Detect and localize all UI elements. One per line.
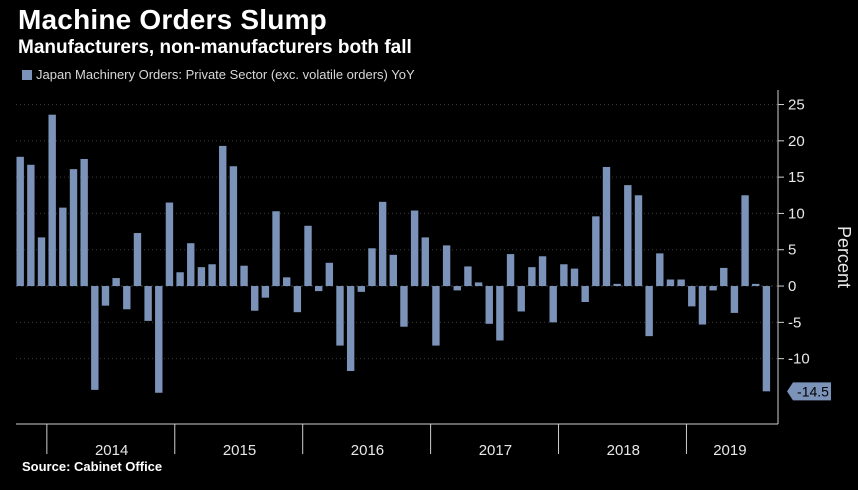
y-tick-label: 5 (788, 242, 796, 259)
bar (80, 158, 88, 287)
y-tick-label: 25 (788, 97, 805, 114)
bar (560, 264, 568, 287)
y-tick-label: 20 (788, 133, 805, 150)
legend-label: Japan Machinery Orders: Private Sector (… (36, 67, 415, 82)
chart-title: Machine Orders Slump (18, 4, 327, 35)
bar (400, 286, 408, 327)
bar (368, 248, 376, 287)
bar (602, 166, 611, 287)
bar (485, 286, 493, 324)
bar (27, 164, 35, 287)
bar (570, 268, 579, 287)
bar (677, 279, 685, 287)
y-tick-label: -10 (788, 351, 810, 368)
bar (251, 286, 259, 311)
y-tick-label: 0 (788, 278, 796, 295)
bar (101, 286, 110, 306)
bar (123, 286, 131, 310)
bar (37, 237, 46, 287)
x-tick-label: 2018 (607, 442, 640, 459)
bar (752, 283, 760, 287)
bar (208, 264, 216, 287)
bar (581, 286, 589, 303)
bar (314, 286, 323, 292)
x-tick-label: 2016 (351, 442, 384, 459)
bar (464, 266, 472, 287)
bar (112, 278, 120, 287)
bar (645, 286, 653, 337)
bar (69, 169, 78, 287)
bar (389, 254, 397, 287)
bar (336, 286, 344, 346)
y-tick-label: 10 (788, 205, 805, 222)
bar (144, 286, 152, 321)
bar (517, 286, 525, 312)
bar (474, 282, 483, 287)
source-note: Source: Cabinet Office (22, 459, 163, 474)
bar (197, 267, 206, 287)
y-tick-label: 15 (788, 169, 805, 186)
bar (506, 254, 515, 287)
bar (549, 286, 557, 323)
chart-subtitle: Manufacturers, non-manufacturers both fa… (18, 37, 412, 58)
bar (229, 166, 238, 287)
bar (219, 145, 227, 287)
bar (357, 286, 366, 292)
bar (187, 243, 195, 287)
bar (453, 286, 461, 291)
bar (59, 207, 67, 287)
bar (624, 185, 632, 287)
bar (496, 286, 504, 341)
bar (709, 286, 717, 291)
bar (293, 286, 302, 313)
bar (133, 233, 142, 287)
bar (165, 202, 174, 287)
last-value-callout (787, 382, 831, 401)
bar (346, 286, 355, 371)
bar (272, 211, 280, 287)
x-tick-label: 2019 (713, 442, 746, 459)
bar (261, 286, 270, 298)
bar (432, 286, 440, 346)
bar (762, 286, 771, 392)
bar (613, 283, 621, 287)
bar (538, 256, 547, 287)
bar (656, 253, 664, 287)
bar (155, 286, 163, 393)
bar (528, 267, 536, 287)
bar (240, 265, 248, 287)
bar (421, 237, 429, 287)
bar (688, 286, 696, 307)
bar (698, 286, 707, 325)
legend-swatch (22, 69, 32, 80)
last-value-label: -14.5 (797, 383, 829, 399)
bar (720, 267, 728, 287)
bar (283, 277, 291, 287)
x-tick-label: 2015 (223, 442, 256, 459)
x-tick-label: 2017 (479, 442, 512, 459)
y-tick-label: -5 (788, 314, 801, 331)
bar (442, 245, 451, 287)
x-tick-label: 2014 (95, 442, 128, 459)
legend: Japan Machinery Orders: Private Sector (… (22, 67, 415, 82)
bar (176, 272, 184, 287)
bar (634, 195, 643, 287)
bar (730, 286, 739, 313)
bar (16, 156, 24, 287)
bar (666, 279, 675, 287)
bar (410, 210, 419, 287)
bar (592, 216, 600, 287)
y-axis-title: Percent (834, 226, 854, 288)
bar (325, 262, 334, 287)
bar (48, 114, 56, 287)
bar (378, 201, 387, 287)
bar (741, 195, 749, 287)
bar (91, 286, 99, 390)
bar (304, 225, 312, 287)
